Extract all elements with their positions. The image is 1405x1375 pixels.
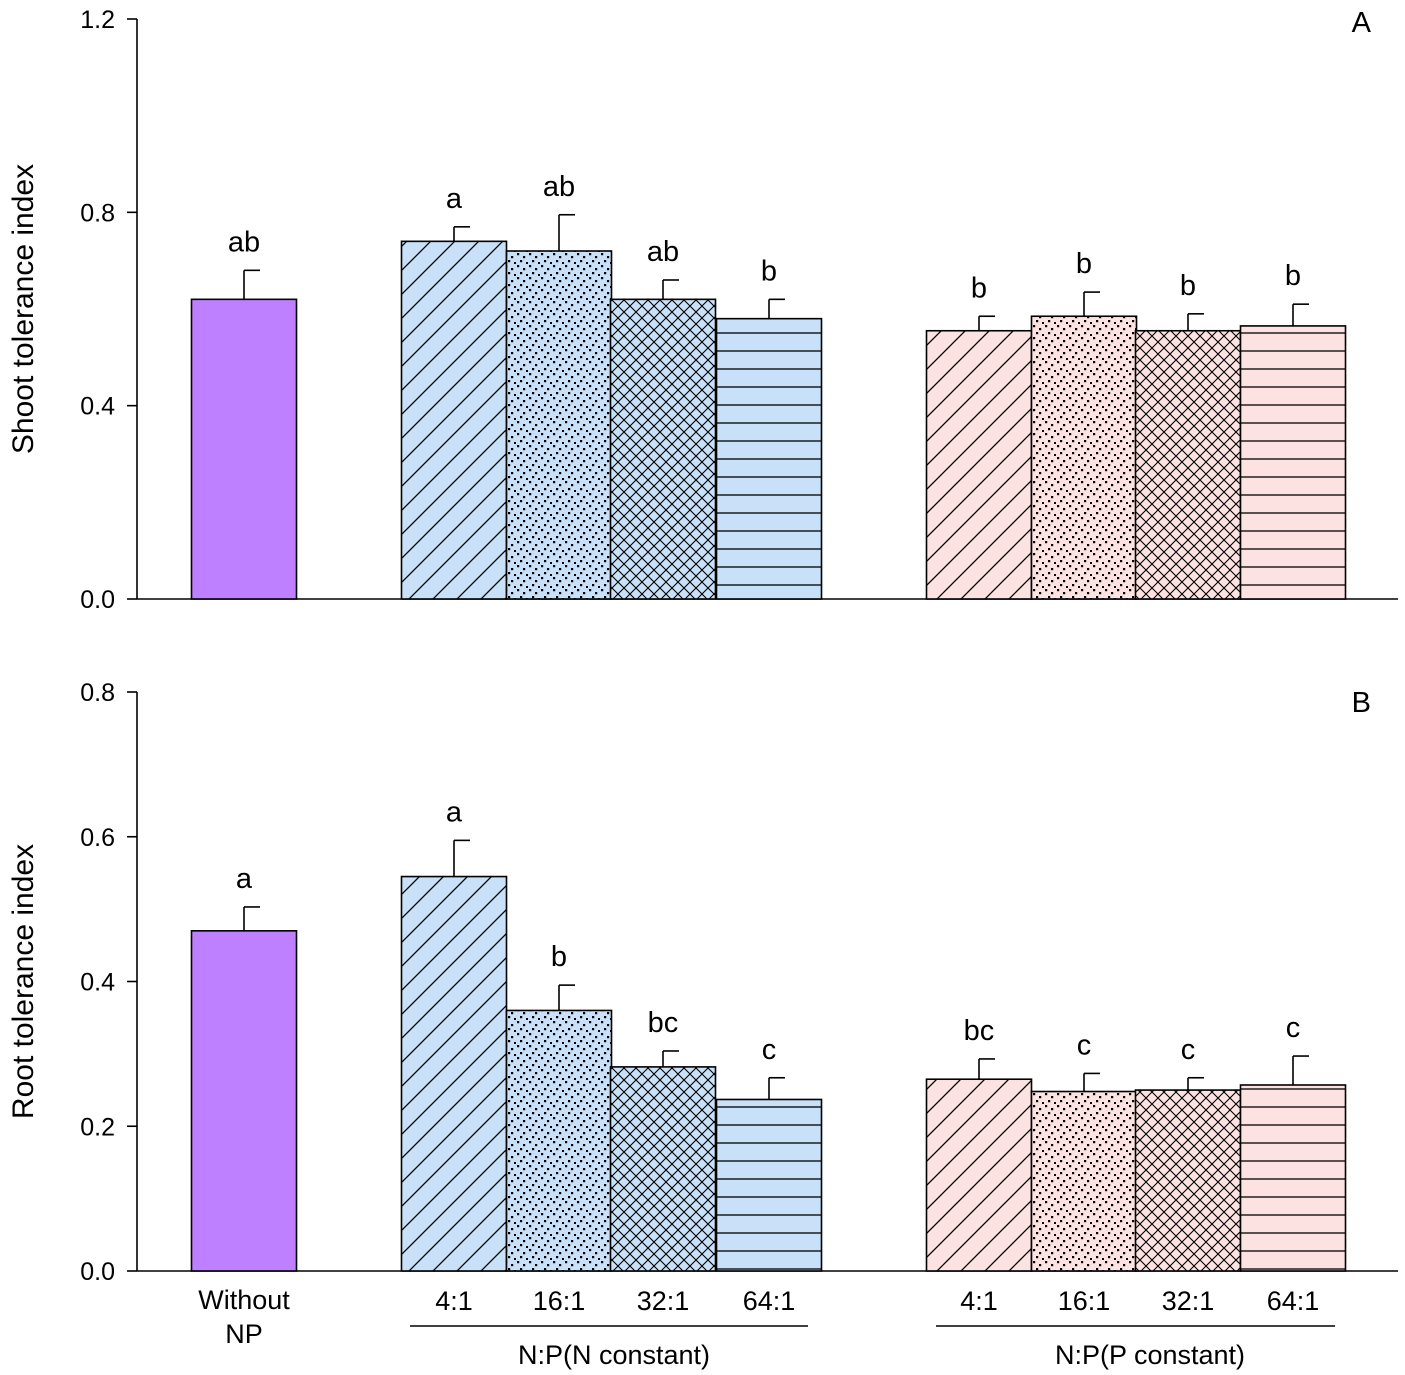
panel-a-y-tick-label-0-4: 0.4 — [80, 393, 115, 421]
panel-b-bar-p-constant-32-1-pattern — [1135, 1090, 1241, 1271]
x-axis-labels: Without NP 4:1 16:1 32:1 64:1 4:1 16:1 3… — [198, 1285, 1335, 1370]
panel-a-bar-p-constant-32-1-letter: b — [1180, 270, 1196, 302]
panel-b-bar-p-constant-64-1-pattern — [1240, 1084, 1346, 1271]
panel-a-bar-n-constant-16-1-pattern — [506, 251, 612, 599]
x-tick-label-n-16-1: 16:1 — [533, 1286, 586, 1316]
panel-a-bar-p-constant-4-1-pattern — [926, 330, 1032, 599]
panel-a-bar-without-np-without-np — [191, 299, 297, 599]
panel-a-bar-p-constant-32-1-pattern — [1135, 330, 1241, 599]
panel-a-bar-p-constant-4-1-letter: b — [971, 272, 987, 304]
panel-a-y-tick-label-0-8: 0.8 — [80, 199, 115, 227]
panel-a-bar-p-constant-64-1-outline — [1239, 325, 1347, 600]
x-tick-label-n-32-1: 32:1 — [637, 1286, 690, 1316]
panel-a-y-axis-title: Shoot tolerance index — [7, 164, 40, 454]
panel-b-bar-p-constant-4-1-pattern — [926, 1079, 1032, 1271]
panel-b-bar-n-constant-16-1-pattern — [506, 1010, 612, 1271]
panel-b-bar-n-constant-4-1-letter: a — [446, 796, 463, 828]
panel-b-y-axis-title: Root tolerance index — [7, 844, 40, 1119]
panel-b-bar-n-constant-64-1-outline — [715, 1098, 823, 1272]
group-label-n-constant: N:P(N constant) — [518, 1340, 710, 1370]
x-tick-label-n-64-1: 64:1 — [743, 1286, 796, 1316]
panel-a-panel-label: A — [1352, 7, 1372, 39]
panel-a-bar-n-constant-64-1-letter: b — [761, 255, 777, 287]
x-label-without-np-line2: NP — [225, 1319, 263, 1349]
x-label-without-np-line1: Without — [198, 1285, 290, 1315]
panel-b-bar-n-constant-64-1-letter: c — [762, 1034, 777, 1066]
panel-a-bar-n-constant-16-1-letter: ab — [543, 171, 575, 203]
panel-a-bar-p-constant-64-1-pattern — [1240, 325, 1346, 599]
panel-a-bar-p-constant-16-1-letter: b — [1076, 248, 1092, 280]
panel-a-y-tick-label-1-2: 1.2 — [80, 6, 115, 34]
panel-b-bar-p-constant-4-1-letter: bc — [964, 1015, 995, 1047]
panel-b-bar-p-constant-16-1-letter: c — [1077, 1029, 1092, 1061]
panel-b-bar-n-constant-64-1-pattern — [716, 1099, 822, 1271]
x-tick-label-p-32-1: 32:1 — [1162, 1286, 1215, 1316]
panel-b-bar-n-constant-32-1-outline — [609, 1066, 717, 1272]
panel-a-bar-n-constant-64-1-outline — [715, 317, 823, 600]
panel-b-bar-n-constant-4-1-pattern — [401, 876, 507, 1271]
panel-b-panel-label: B — [1352, 687, 1371, 719]
panel-b-y-tick-label-0-6: 0.6 — [80, 824, 115, 852]
panel-b-y-tick-label-0-0: 0.0 — [80, 1258, 115, 1286]
x-tick-label-n-4-1: 4:1 — [435, 1286, 473, 1316]
panel-b-y-tick-label-0-8: 0.8 — [80, 679, 115, 707]
panel-b-bar-n-constant-16-1-letter: b — [551, 941, 567, 973]
panel-a-bar-without-np-without-np-outline — [190, 298, 298, 600]
panel-b-bar-p-constant-32-1-letter: c — [1181, 1034, 1196, 1066]
x-tick-label-p-4-1: 4:1 — [960, 1286, 998, 1316]
panel-a-bar-n-constant-64-1-pattern — [716, 318, 822, 599]
panel-a-shoot-tolerance: 0.0 0.4 0.8 1.2 Shoot tolerance index Aab a ab a… — [7, 6, 1398, 614]
panel-b-root-tolerance: 0.0 0.2 0.4 0.6 0.8 Root tolerance index Ba a b b… — [7, 679, 1398, 1286]
panel-a-bar-n-constant-32-1-outline — [609, 298, 717, 600]
panel-a-bar-p-constant-64-1-letter: b — [1285, 260, 1301, 292]
panel-b-bar-without-np-without-np-letter: a — [236, 863, 253, 895]
panel-b-y-tick-label-0-2: 0.2 — [80, 1113, 115, 1141]
panel-a-bar-n-constant-4-1-pattern — [401, 241, 507, 600]
panel-b-y-tick-label-0-4: 0.4 — [80, 969, 115, 997]
panel-a-y-tick-label-0-0: 0.0 — [80, 586, 115, 614]
x-tick-label-p-16-1: 16:1 — [1058, 1286, 1111, 1316]
panel-a-bar-n-constant-32-1-letter: ab — [647, 236, 679, 268]
group-label-p-constant: N:P(P constant) — [1055, 1340, 1245, 1370]
panel-b-bar-n-constant-32-1-letter: bc — [648, 1007, 679, 1039]
panel-b-bar-n-constant-32-1-pattern — [610, 1066, 716, 1271]
panel-b-bar-p-constant-16-1-pattern — [1031, 1091, 1137, 1271]
panel-a-bar-n-constant-4-1-letter: a — [446, 183, 463, 215]
panel-b-bar-p-constant-64-1-outline — [1239, 1084, 1347, 1272]
panel-b-bar-p-constant-64-1-letter: c — [1286, 1012, 1301, 1044]
panel-a-bar-p-constant-16-1-pattern — [1031, 316, 1137, 599]
panel-a-bar-without-np-without-np-letter: ab — [228, 226, 260, 258]
x-tick-label-p-64-1: 64:1 — [1267, 1286, 1320, 1316]
panel-b-bar-without-np-without-np-outline — [190, 930, 298, 1272]
panel-b-bar-without-np-without-np — [191, 930, 297, 1271]
panel-a-bar-n-constant-32-1-pattern — [610, 299, 716, 599]
